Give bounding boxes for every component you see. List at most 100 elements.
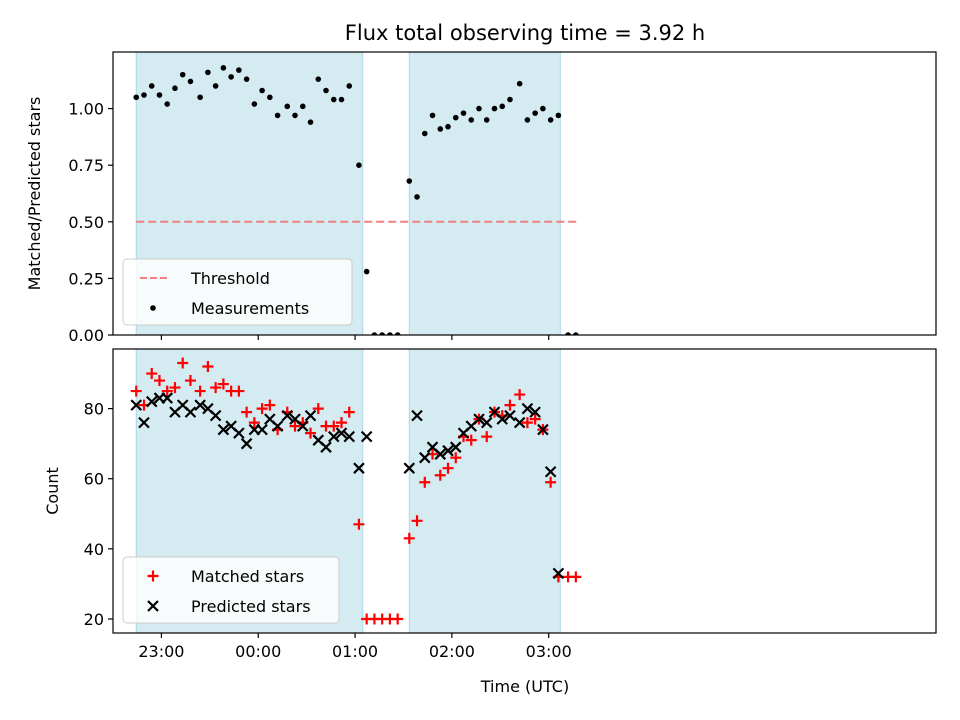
data-point: [305, 427, 317, 439]
data-point: [130, 385, 142, 397]
observing-window-1: [409, 349, 561, 633]
legend-marker: [150, 305, 156, 311]
data-point: [228, 74, 234, 80]
data-point: [130, 399, 143, 411]
data-point: [481, 431, 493, 443]
data-point: [521, 402, 534, 415]
data-point: [338, 96, 345, 103]
data-point: [330, 96, 337, 103]
data-point: [356, 162, 362, 168]
data-point: [184, 406, 197, 418]
data-point: [565, 332, 571, 335]
data-point: [256, 403, 268, 415]
data-point: [236, 67, 242, 73]
data-point: [284, 103, 291, 110]
data-point: [241, 406, 253, 418]
data-point: [323, 87, 329, 94]
data-point: [202, 361, 214, 373]
data-point: [452, 114, 459, 121]
data-point: [465, 434, 477, 446]
data-point: [164, 101, 171, 107]
data-point: [169, 382, 181, 394]
data-point: [194, 385, 206, 397]
data-point: [437, 126, 444, 132]
bottom-panel-counts: 20 40 60 80 23:00 00:00 01:00 02:00 03:00 Count Ma…: [43, 348, 937, 661]
data-point: [483, 117, 490, 123]
data-point: [529, 413, 541, 425]
x-tick-label: 03:00: [526, 642, 572, 661]
data-point: [320, 441, 332, 453]
data-point: [138, 416, 150, 429]
data-point: [544, 465, 557, 478]
data-point: [540, 105, 546, 112]
data-point: [343, 406, 355, 418]
data-point: [161, 385, 173, 397]
data-point: [146, 368, 158, 380]
data-point: [240, 437, 253, 450]
data-point: [429, 112, 436, 119]
data-point: [296, 420, 309, 432]
legend-label: Predicted stars: [191, 597, 311, 616]
data-point: [442, 462, 454, 474]
data-point: [521, 417, 533, 429]
data-point: [537, 423, 549, 436]
data-point: [514, 389, 526, 401]
data-point: [418, 451, 431, 464]
data-point: [406, 178, 413, 184]
data-point: [491, 105, 498, 112]
data-point: [312, 403, 324, 415]
data-point: [259, 87, 265, 94]
data-point: [292, 112, 298, 119]
data-point: [555, 112, 562, 119]
data-point: [299, 103, 306, 110]
y-tick-label: 0.50: [68, 213, 104, 232]
legend-marker: [147, 600, 159, 612]
data-point: [496, 413, 509, 425]
panel-frame: [112, 348, 937, 634]
data-point: [476, 105, 482, 112]
data-point: [403, 532, 415, 544]
data-point: [411, 515, 423, 527]
data-point: [570, 571, 582, 583]
legend-box: [122, 258, 353, 326]
data-point: [267, 94, 273, 101]
data-point: [233, 427, 245, 439]
data-point: [153, 375, 165, 387]
y-tick-label: 0.00: [68, 326, 104, 345]
data-point: [545, 476, 557, 488]
series-matched-stars: [130, 357, 582, 625]
data-point: [449, 441, 462, 453]
data-point: [274, 112, 281, 119]
data-point: [172, 85, 178, 92]
data-point: [307, 119, 314, 125]
y-tick-label: 1.00: [68, 100, 104, 119]
data-point: [343, 430, 356, 443]
data-point: [468, 117, 475, 123]
y-tick-label: 0.75: [68, 156, 104, 175]
data-point: [419, 476, 431, 488]
y-tick-label: 20: [84, 610, 104, 629]
data-point: [197, 94, 203, 101]
data-point: [210, 382, 222, 394]
data-point: [148, 83, 155, 89]
legend-box: [122, 556, 340, 624]
y-tick-label: 0.25: [68, 269, 104, 288]
legend-label: Measurements: [191, 299, 309, 318]
data-point: [371, 332, 378, 335]
data-point: [289, 420, 301, 432]
data-point: [248, 417, 260, 429]
data-point: [217, 423, 230, 436]
data-point: [434, 469, 446, 481]
data-point: [434, 448, 447, 460]
data-point: [394, 332, 401, 335]
data-point: [421, 130, 428, 137]
data-point: [379, 332, 385, 335]
legend: Threshold Measurements: [122, 258, 353, 326]
data-point: [179, 71, 186, 78]
data-point: [363, 268, 370, 275]
data-point: [403, 462, 416, 474]
data-point: [445, 123, 451, 130]
data-point: [327, 430, 340, 443]
legend-label: Threshold: [190, 269, 270, 288]
